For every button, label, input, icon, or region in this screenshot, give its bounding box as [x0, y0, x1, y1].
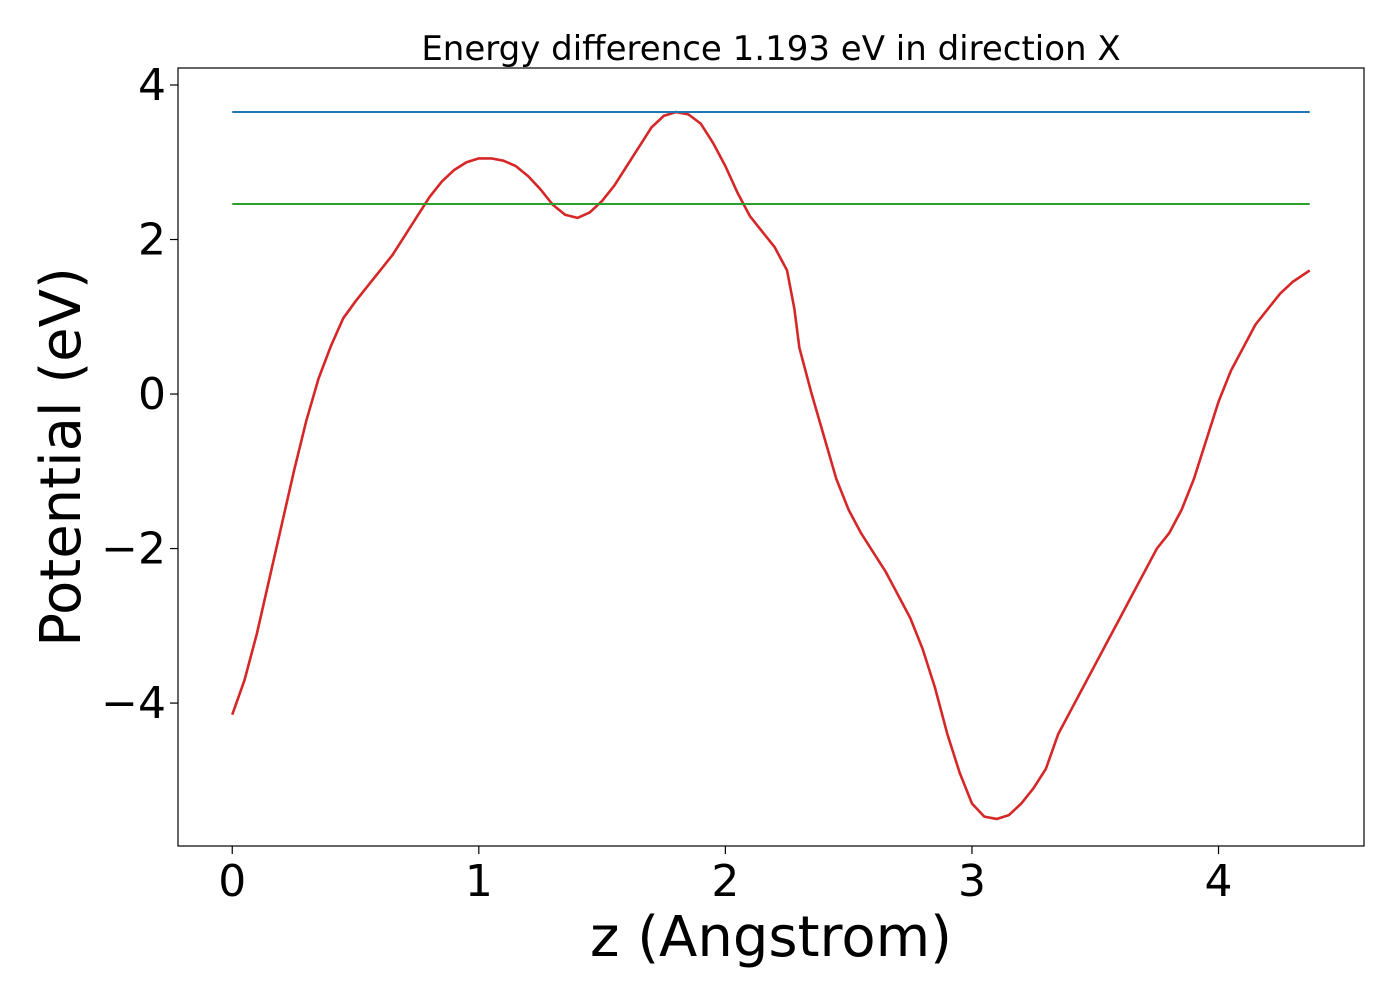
y-axis-label: Potential (eV) — [29, 267, 94, 647]
series-layer — [231, 110, 1311, 821]
y-axis-ticks: −4 −2 0 2 4 — [101, 60, 178, 729]
x-tick-label-0: 0 — [218, 856, 246, 907]
y-tick-label-1: −2 — [101, 524, 166, 575]
x-tick-label-2: 2 — [711, 856, 739, 907]
series-line-0 — [231, 110, 1311, 821]
x-axis-label: z (Angstrom) — [590, 905, 952, 970]
y-tick-label-3: 2 — [138, 215, 166, 266]
chart-title: Energy difference 1.193 eV in direction … — [421, 29, 1120, 69]
x-tick-label-1: 1 — [465, 856, 493, 907]
y-tick-label-0: −4 — [101, 678, 166, 729]
x-axis-ticks: 0 1 2 3 4 — [218, 846, 1233, 907]
y-tick-label-4: 4 — [138, 60, 166, 111]
plot-area — [177, 67, 1365, 847]
x-tick-label-4: 4 — [1205, 856, 1233, 907]
y-tick-label-2: 0 — [138, 369, 166, 420]
x-tick-label-3: 3 — [958, 856, 986, 907]
